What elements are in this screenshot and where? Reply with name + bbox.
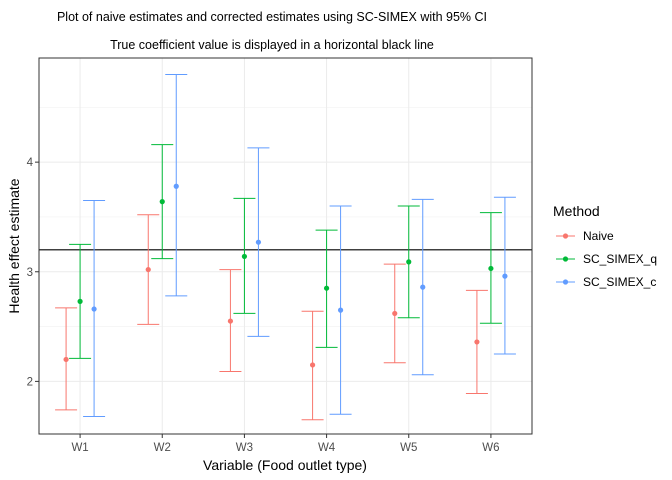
point-SC_SIMEX_q-W3 (241, 253, 248, 260)
point-SC_SIMEX_q-W4 (323, 285, 330, 291)
x-tick-label: W4 (318, 442, 336, 454)
legend: Method Naive SC_SIMEX_q SC_SIMEX_c (553, 203, 657, 289)
legend-key-point (562, 233, 569, 239)
plot-panel (39, 58, 532, 434)
x-tick-label: W1 (71, 442, 88, 454)
point-SC_SIMEX_q-W5 (406, 259, 412, 265)
point-SC_SIMEX_c-W6 (502, 273, 508, 279)
point-SC_SIMEX_q-W1 (77, 298, 83, 304)
series-SC_SIMEX_c (83, 73, 516, 417)
y-tick-label: 2 (27, 376, 33, 388)
point-SC_SIMEX_q-W6 (488, 265, 494, 272)
legend-label: SC_SIMEX_q (583, 252, 657, 266)
point-Naive-W6 (474, 339, 480, 345)
data-layer (55, 73, 516, 421)
series-Naive (55, 214, 488, 421)
legend-item-Naive: Naive (556, 229, 614, 243)
point-SC_SIMEX_c-W4 (337, 307, 344, 313)
x-tick-label: W3 (236, 442, 253, 454)
point-SC_SIMEX_c-W3 (255, 239, 262, 245)
legend-key-point (562, 279, 569, 285)
point-SC_SIMEX_c-W2 (173, 183, 179, 189)
y-axis: 2 3 4 (27, 157, 39, 388)
legend-label: SC_SIMEX_c (583, 275, 656, 289)
x-tick-label: W5 (400, 442, 417, 454)
point-Naive-W5 (392, 310, 398, 317)
x-tick-label: W2 (154, 442, 171, 454)
point-Naive-W3 (227, 318, 234, 324)
x-tick-label: W6 (482, 442, 499, 454)
chart-title: Plot of naive estimates and corrected es… (57, 10, 487, 24)
point-Naive-W1 (63, 356, 69, 363)
point-Naive-W4 (309, 362, 316, 368)
y-axis-label: Health effect estimate (6, 178, 22, 313)
x-axis-label: Variable (Food outlet type) (203, 457, 367, 473)
series-SC_SIMEX_q (69, 144, 502, 359)
point-SC_SIMEX_c-W5 (420, 284, 426, 290)
legend-item-SC_SIMEX_c: SC_SIMEX_c (556, 275, 656, 289)
legend-title: Method (553, 203, 600, 219)
plot-border (38, 57, 533, 435)
point-SC_SIMEX_c-W1 (91, 306, 97, 312)
y-tick-label: 3 (27, 267, 33, 279)
point-Naive-W2 (145, 266, 151, 273)
y-tick-label: 4 (27, 157, 34, 169)
legend-key-point (562, 256, 569, 262)
x-axis: W1 W2 W3 W4 W5 W6 (71, 434, 500, 454)
legend-item-SC_SIMEX_q: SC_SIMEX_q (556, 252, 657, 266)
legend-label: Naive (583, 229, 614, 243)
point-SC_SIMEX_q-W2 (159, 199, 165, 205)
chart-subtitle: True coefficient value is displayed in a… (110, 38, 434, 52)
